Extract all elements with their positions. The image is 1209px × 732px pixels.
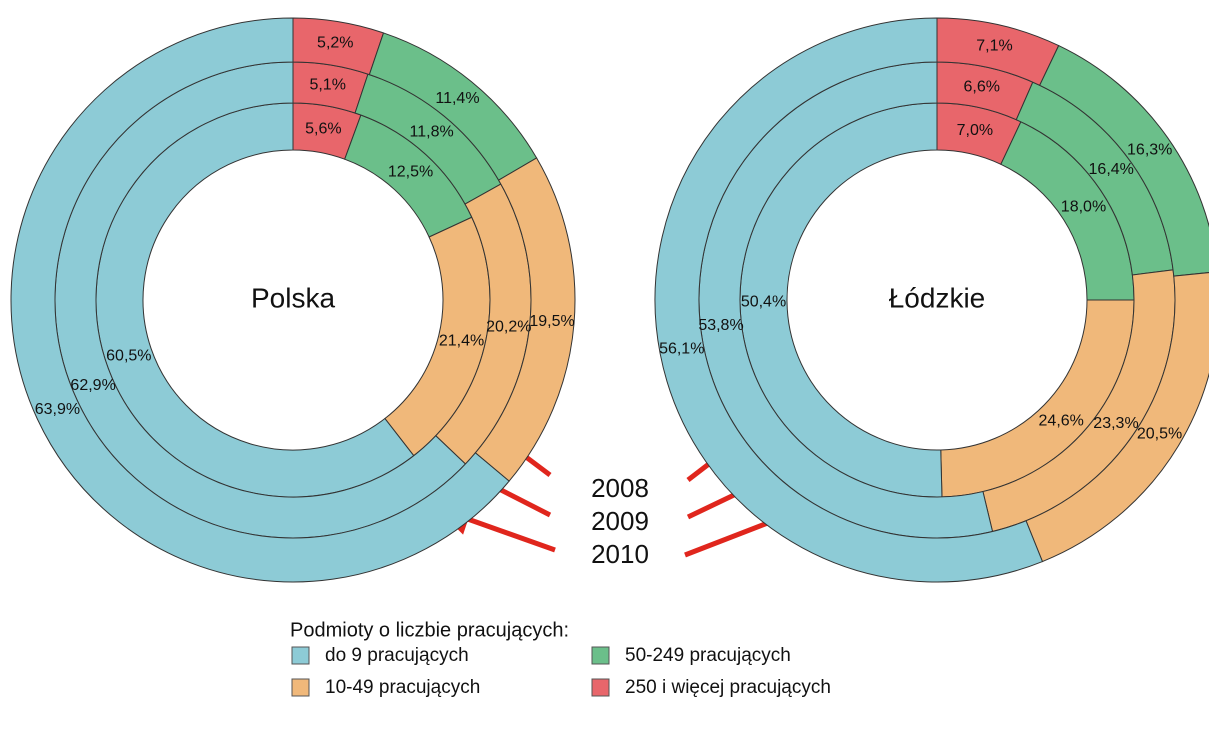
chart-title: Polska xyxy=(251,282,335,313)
value-label: 12,5% xyxy=(388,164,433,181)
value-label: 19,5% xyxy=(529,313,574,330)
value-label: 16,4% xyxy=(1089,161,1134,178)
legend-label: 10-49 pracujących xyxy=(325,677,480,698)
value-label: 6,6% xyxy=(963,78,999,95)
year-label: 2009 xyxy=(591,506,649,536)
legend-swatch xyxy=(291,678,310,697)
legend-swatch xyxy=(591,678,610,697)
value-label: 18,0% xyxy=(1061,198,1106,215)
value-label: 60,5% xyxy=(106,347,151,364)
value-label: 21,4% xyxy=(439,332,484,349)
year-label: 2010 xyxy=(591,539,649,569)
value-label: 24,6% xyxy=(1039,412,1084,429)
value-label: 53,8% xyxy=(698,317,743,334)
arrow xyxy=(684,516,779,558)
value-label: 20,2% xyxy=(486,318,531,335)
value-label: 11,4% xyxy=(435,90,479,107)
value-label: 5,1% xyxy=(309,77,345,94)
donut-segment xyxy=(654,17,1044,583)
year-label: 2008 xyxy=(591,473,649,503)
value-label: 5,2% xyxy=(317,35,353,52)
value-label: 7,0% xyxy=(957,122,993,139)
donut-segment xyxy=(1039,44,1209,277)
legend-swatch xyxy=(591,646,610,665)
value-label: 11,8% xyxy=(410,124,454,141)
value-label: 56,1% xyxy=(659,341,704,358)
donut-segment xyxy=(10,17,510,583)
value-label: 63,9% xyxy=(35,401,80,418)
value-label: 5,6% xyxy=(305,120,341,137)
legend-title: Podmioty o liczbie pracujących: xyxy=(290,619,569,641)
legend-swatch xyxy=(291,646,310,665)
arrow xyxy=(461,514,556,553)
value-label: 50,4% xyxy=(741,293,786,310)
value-label: 16,3% xyxy=(1127,142,1172,159)
value-label: 7,1% xyxy=(976,38,1012,55)
value-label: 20,5% xyxy=(1137,426,1182,443)
value-label: 62,9% xyxy=(70,377,115,394)
legend-label: do 9 pracujących xyxy=(325,645,469,666)
legend-label: 250 i więcej pracujących xyxy=(625,677,831,698)
value-label: 23,3% xyxy=(1093,415,1138,432)
legend-label: 50-249 pracujących xyxy=(625,645,791,666)
chart-title: Łódzkie xyxy=(889,282,986,313)
